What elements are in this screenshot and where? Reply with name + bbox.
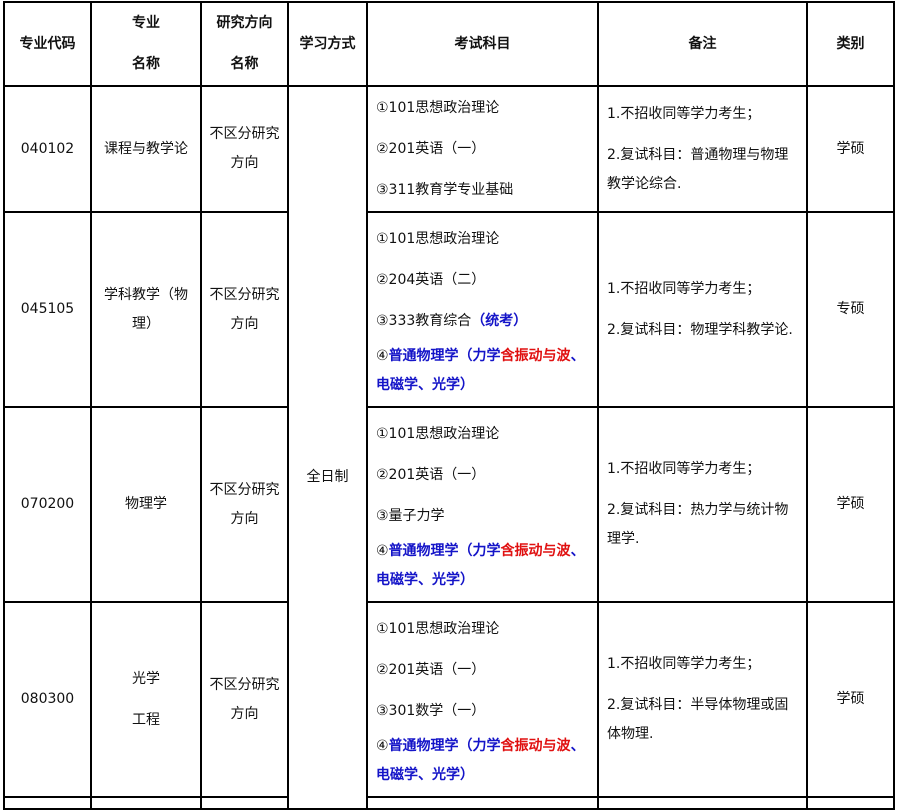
- empty-cell: [3, 796, 92, 810]
- subject: ②201英语（一）: [376, 662, 486, 678]
- remark: 1.不招收同等学力考生；: [607, 280, 761, 297]
- table-row: 080300 光学工程 不区分研究方向 ①101思想政治理论 ②201英语（一）…: [3, 601, 895, 798]
- subject-number: ④: [376, 738, 389, 754]
- header-row: 专业代码 专业名称 研究方向名称 学习方式 考试科目 备注 类别: [3, 1, 895, 87]
- major-cell: 课程与教学论: [90, 85, 202, 213]
- subject: ③333教育综合（统考）: [376, 301, 591, 342]
- table-row: 045105 学科教学（物理） 不区分研究方向 ①101思想政治理论 ②204英…: [3, 211, 895, 408]
- subject: ③301数学（一）: [376, 703, 486, 719]
- subjects-cell: ①101思想政治理论 ②201英语（一） ③311教育学专业基础: [366, 85, 599, 213]
- subject: ①101思想政治理论: [376, 426, 500, 442]
- subjects-cell: ①101思想政治理论 ②201英语（一） ③301数学（一） ④普通物理学（力学…: [366, 601, 599, 798]
- major-cell: 光学 工程: [90, 601, 202, 798]
- major-cell: 学科教学（物理）: [90, 211, 202, 408]
- header-category: 类别: [806, 1, 895, 87]
- direction-cell: 不区分研究方向: [200, 211, 289, 408]
- subject-number: ④: [376, 543, 389, 559]
- subject-red: 含振动与波: [500, 348, 571, 364]
- subject: ②201英语（一）: [376, 467, 486, 483]
- table-row-partial: [3, 796, 895, 810]
- major-cell: 物理学: [90, 406, 202, 603]
- remark: 2.复试科目：半导体物理或固体物理.: [607, 697, 789, 742]
- remark: 2.复试科目：热力学与统计物理学.: [607, 502, 789, 547]
- subjects-cell: ①101思想政治理论 ②204英语（二） ③333教育综合（统考） ④普通物理学…: [366, 211, 599, 408]
- remarks-cell: 1.不招收同等学力考生； 2.复试科目：半导体物理或固体物理.: [597, 601, 808, 798]
- empty-cell: [366, 796, 599, 810]
- category-cell: 学硕: [806, 85, 895, 213]
- subject-note: （统考）: [471, 313, 528, 329]
- table-row: 070200 物理学 不区分研究方向 ①101思想政治理论 ②201英语（一） …: [3, 406, 895, 603]
- table-row: 040102 课程与教学论 不区分研究方向 全日制 ①101思想政治理论 ②20…: [3, 85, 895, 810]
- header-direction: 研究方向 名称: [200, 1, 289, 87]
- subject-blue: 普通物理学（力学: [388, 738, 501, 754]
- subject-blue: 普通物理学（力学: [388, 543, 501, 559]
- category-cell: 专硕: [806, 211, 895, 408]
- remark: 2.复试科目：物理学科教学论.: [607, 321, 793, 338]
- direction-cell: 不区分研究方向: [200, 85, 289, 213]
- subject: ③311教育学专业基础: [376, 181, 514, 198]
- remarks-cell: 1.不招收同等学力考生； 2.复试科目：物理学科教学论.: [597, 211, 808, 408]
- subject: ②204英语（二）: [376, 272, 486, 288]
- major-line2: 工程: [132, 711, 160, 728]
- subject: ①101思想政治理论: [376, 231, 500, 247]
- empty-cell: [806, 796, 895, 810]
- code-cell: 070200: [3, 406, 92, 603]
- remark: 1.不招收同等学力考生；: [607, 656, 761, 672]
- subject-blue: 、电磁学、光学）: [376, 348, 585, 393]
- subject-highlight: ④普通物理学（力学含振动与波、电磁学、光学）: [376, 543, 585, 588]
- subjects-cell: ①101思想政治理论 ②201英语（一） ③量子力学 ④普通物理学（力学含振动与…: [366, 406, 599, 603]
- header-subjects: 考试科目: [366, 1, 599, 87]
- remark: 2.复试科目：普通物理与物理教学论综合.: [607, 146, 789, 192]
- header-direction-line2: 名称: [230, 56, 259, 72]
- direction-cell: 不区分研究方向: [200, 601, 289, 798]
- subject: ③量子力学: [376, 508, 445, 524]
- category-cell: 学硕: [806, 406, 895, 603]
- subject-blue: 、电磁学、光学）: [376, 738, 585, 783]
- empty-cell: [597, 796, 808, 810]
- subject-red: 含振动与波: [500, 543, 571, 559]
- empty-cell: [90, 796, 202, 810]
- admissions-table: 专业代码 专业名称 研究方向名称 学习方式 考试科目 备注 类别 040102 …: [3, 1, 895, 810]
- remark: 1.不招收同等学力考生；: [607, 105, 761, 122]
- subject-red: 含振动与波: [500, 738, 571, 754]
- direction-cell: 不区分研究方向: [200, 406, 289, 603]
- empty-cell: [200, 796, 289, 810]
- subject-text: ③333教育综合: [376, 313, 472, 329]
- header-major-line1: 专业: [132, 15, 160, 31]
- subject-highlight: ④普通物理学（力学含振动与波、电磁学、光学）: [376, 348, 585, 393]
- subject: ①101思想政治理论: [376, 621, 500, 637]
- remarks-cell: 1.不招收同等学力考生； 2.复试科目：热力学与统计物理学.: [597, 406, 808, 603]
- study-mode-cell: 全日制: [287, 85, 368, 810]
- major-line1: 光学: [132, 670, 160, 687]
- subject-blue: 普通物理学（力学: [388, 348, 501, 364]
- subject: ①101思想政治理论: [376, 99, 500, 116]
- subject-number: ④: [376, 348, 389, 364]
- header-remarks: 备注: [597, 1, 808, 87]
- subject-highlight: ④普通物理学（力学含振动与波、电磁学、光学）: [376, 738, 585, 783]
- category-cell: 学硕: [806, 601, 895, 798]
- remark: 1.不招收同等学力考生；: [607, 461, 761, 477]
- code-cell: 080300: [3, 601, 92, 798]
- header-major-line2: 名称: [132, 56, 160, 72]
- header-mode: 学习方式: [287, 1, 368, 87]
- header-major: 专业 名称: [90, 1, 202, 87]
- subject: ②201英语（一）: [376, 140, 486, 157]
- code-cell: 040102: [3, 85, 92, 213]
- header-code: 专业代码: [3, 1, 92, 87]
- subject-blue: 、电磁学、光学）: [376, 543, 585, 588]
- remarks-cell: 1.不招收同等学力考生； 2.复试科目：普通物理与物理教学论综合.: [597, 85, 808, 213]
- code-cell: 045105: [3, 211, 92, 408]
- header-direction-line1: 研究方向: [216, 15, 273, 31]
